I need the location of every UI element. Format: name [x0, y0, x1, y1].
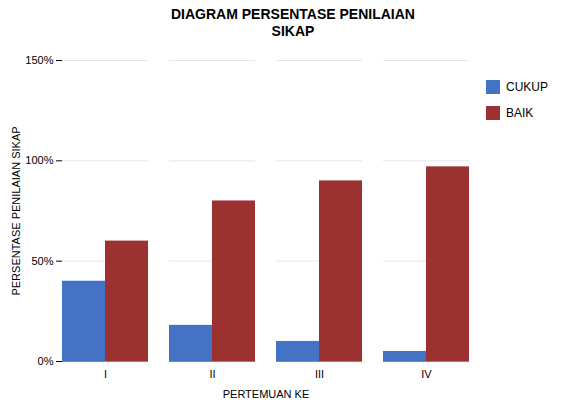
svg-text:0%: 0% — [38, 355, 54, 367]
svg-text:50%: 50% — [31, 255, 53, 267]
svg-text:100%: 100% — [25, 154, 53, 166]
html-text:CUKUP: CUKUP — [506, 80, 548, 94]
html-text:DIAGRAM PERSENTASE PENILAIAN: DIAGRAM PERSENTASE PENILAIAN — [171, 6, 415, 22]
svg-text:I: I — [104, 368, 107, 380]
html-text:SIKAP: SIKAP — [271, 23, 315, 39]
svg-text:150%: 150% — [25, 54, 53, 66]
svg-text:IV: IV — [421, 368, 432, 380]
html-text:BAIK: BAIK — [506, 106, 534, 120]
svg-text:III: III — [315, 368, 324, 380]
svg-text:II: II — [209, 368, 215, 380]
svg-text:PERSENTASE PENILAIAN SIKAP: PERSENTASE PENILAIAN SIKAP — [10, 126, 22, 295]
svg-text:PERTEMUAN KE: PERTEMUAN KE — [223, 388, 310, 400]
